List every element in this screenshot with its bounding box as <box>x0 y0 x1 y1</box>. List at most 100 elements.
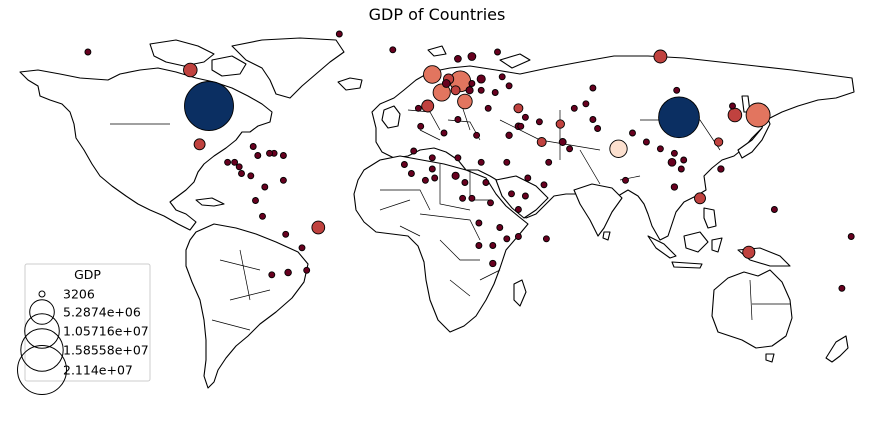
gdp-bubble-senegal <box>400 161 408 168</box>
gdp-bubble-mongolia <box>673 86 681 94</box>
gdp-bubble-russia <box>653 49 668 64</box>
gdp-bubble-jamaica <box>254 152 262 159</box>
legend-marker-1 <box>29 299 55 325</box>
gdp-bubble-austria <box>465 86 474 95</box>
legend-label-0: 3206 <box>63 287 95 302</box>
gdp-bubble-mozambique <box>514 233 522 240</box>
gdp-bubble-yemen <box>545 158 553 166</box>
madagascar <box>513 279 527 307</box>
south-america <box>185 223 309 389</box>
gdp-bubble-ghana <box>431 174 439 182</box>
gdp-bubble-zambia <box>496 224 504 231</box>
legend-frame <box>24 263 151 382</box>
gdp-bubble-fiji <box>847 233 855 240</box>
gdp-bubble-afghanistan <box>589 116 597 123</box>
gdp-bubble-united-states <box>184 81 234 131</box>
gdp-bubble-portugal <box>414 104 422 112</box>
gdp-bubble-oman <box>566 145 574 153</box>
novaya-zemlya <box>499 53 531 69</box>
gdp-bubble-alaska <box>84 48 92 56</box>
gdp-bubble-iceland <box>389 46 397 54</box>
sri-lanka <box>602 231 611 241</box>
gdp-bubble-angola <box>475 219 483 227</box>
gdp-bubble-botswana <box>489 242 497 249</box>
gdp-bubble-kenya <box>521 192 529 200</box>
legend-label-4: 2.114e+07 <box>63 363 133 378</box>
gdp-bubble-cambodia <box>677 165 685 173</box>
gdp-bubble-japan <box>745 102 771 128</box>
gdp-bubble-philippines <box>717 165 725 173</box>
gdp-bubble-canada <box>183 62 198 78</box>
indian-subcontinent <box>573 183 623 237</box>
gdp-bubble-argentina <box>284 268 292 277</box>
sulawesi <box>711 237 723 253</box>
arctic-islands-east <box>211 55 247 77</box>
gdp-bubble-ivory-coast <box>421 176 429 184</box>
gdp-bubble-uganda <box>508 190 515 198</box>
gdp-bubble-kazakhstan <box>589 84 597 92</box>
gdp-bubble-ethiopia <box>524 174 532 182</box>
gdp-bubble-morocco <box>417 122 425 130</box>
south-america-borders <box>211 249 271 331</box>
svalbard <box>427 45 447 57</box>
gdp-bubble-zimbabwe <box>503 235 511 243</box>
gdp-bubble-vietnam <box>680 156 688 164</box>
gdp-bubble-tunisia <box>454 116 462 123</box>
borneo <box>683 231 709 253</box>
gdp-bubble-ecuador <box>252 197 259 204</box>
gdp-bubble-dr-congo <box>487 199 494 207</box>
gdp-bubble-mexico <box>193 138 206 151</box>
gdp-bubble-turkey <box>513 103 524 114</box>
gdp-bubble-iran <box>555 119 565 129</box>
gdp-bubble-france <box>432 83 451 102</box>
caribbean-islands <box>195 197 225 207</box>
gdp-bubble-puerto-rico <box>279 152 287 159</box>
gdp-bubble-united-arab-emirates <box>558 138 567 146</box>
gdp-bubble-panama <box>247 172 255 180</box>
gdp-bubble-ukraine <box>505 82 513 90</box>
gdp-bubbles <box>84 30 855 292</box>
greenland <box>231 37 345 99</box>
gdp-bubble-paraguay <box>298 244 306 252</box>
gdp-bubble-libya <box>473 131 481 139</box>
gdp-bubble-norway <box>454 54 462 63</box>
gdp-bubble-iraq <box>535 118 543 126</box>
gdp-bubble-egypt <box>505 131 513 139</box>
gdp-bubble-honduras <box>231 158 239 166</box>
gdp-bubble-north-korea <box>729 102 736 110</box>
gdp-bubble-finland <box>494 48 501 56</box>
gdp-bubble-chile <box>268 271 276 279</box>
gdp-bubble-thailand <box>667 157 677 167</box>
gdp-bubble-venezuela <box>279 176 287 184</box>
gdp-bubble-turkmenistan <box>570 104 578 112</box>
gdp-bubble-niger <box>454 154 462 162</box>
gdp-bubble-guinea <box>407 170 415 177</box>
gdp-bubble-saudi-arabia <box>536 137 547 147</box>
legend-label-1: 5.2874e+06 <box>63 305 141 320</box>
japan <box>737 113 771 159</box>
gdp-bubble-haiti <box>266 149 273 157</box>
legend-marker-0 <box>38 290 46 298</box>
gdp-bubble-costa-rica <box>238 170 245 177</box>
gdp-bubble-czechia <box>468 80 476 87</box>
gdp-bubble-cuba <box>249 143 257 150</box>
gdp-bubble-sudan <box>503 158 511 166</box>
gdp-bubble-india <box>609 139 628 158</box>
legend-marker-4 <box>17 345 67 395</box>
gdp-bubble-italy <box>457 93 473 110</box>
gdp-bubble-greenland <box>335 30 343 38</box>
gdp-bubble-nepal <box>629 129 636 137</box>
legend-marker-3 <box>20 328 64 372</box>
gdp-bubble-central-african-republic <box>482 179 490 186</box>
gdp-bubble-sri-lanka <box>622 176 629 184</box>
gdp-bubble-greece <box>484 104 492 112</box>
legend-title: GDP <box>74 267 101 282</box>
legend-entries: 3206 5.2874e+06 1.05716e+07 1.58558e+07 2.11… <box>17 287 149 395</box>
gdp-bubble-papua-new-guinea <box>770 206 778 213</box>
gdp-bubble-bolivia <box>282 230 290 238</box>
gdp-bubble-gabon <box>459 194 467 202</box>
gdp-bubble-switzerland <box>450 85 461 96</box>
gdp-bubble-australia <box>742 245 756 259</box>
gdp-bubble-new-zealand <box>838 284 846 292</box>
